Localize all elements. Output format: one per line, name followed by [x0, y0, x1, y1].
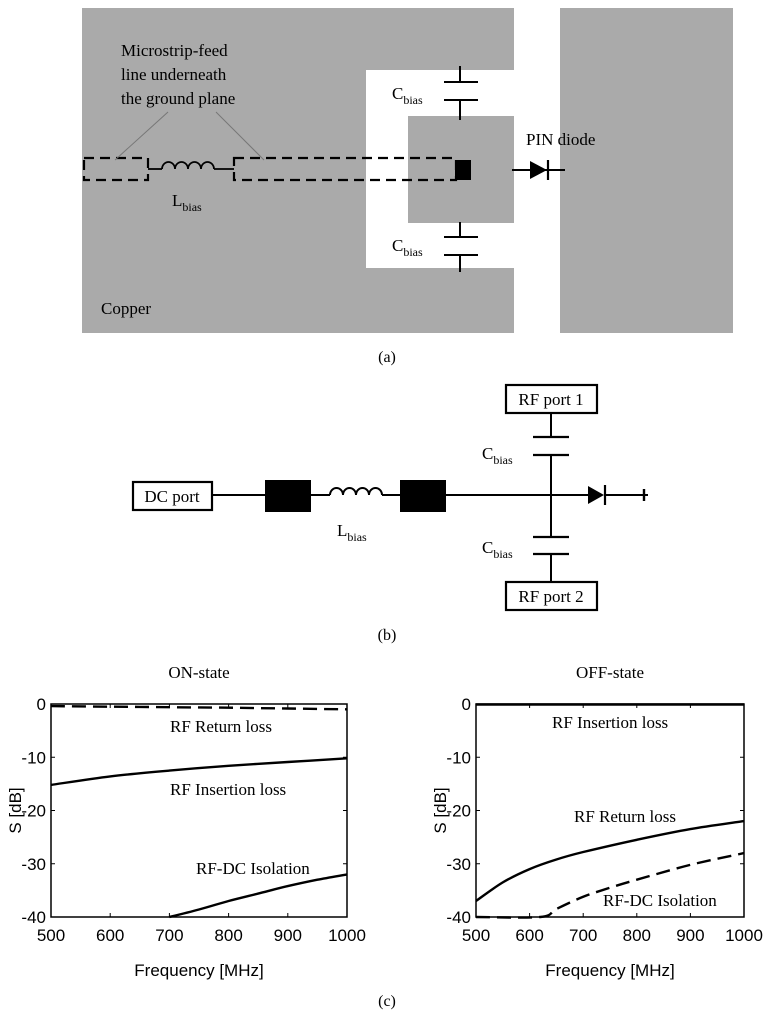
rf-port2-label: RF port 2 — [518, 587, 583, 606]
y-tick-label: -30 — [446, 855, 471, 874]
x-tick-label: 1000 — [725, 926, 763, 945]
dc-port-box — [131, 480, 214, 512]
y-tick-label: -20 — [446, 802, 471, 821]
circuit-diagram: DC port RF port 1 RF port 2 Cbias Cbias … — [131, 383, 648, 644]
chart-off-state: OFF-state 500 600 700 800 900 1000 0 -10 -20 -30 -4… — [431, 663, 763, 980]
chart-title: ON-state — [168, 663, 229, 682]
series-label: RF Return loss — [170, 717, 272, 736]
y-axis-label: S [dB] — [6, 787, 25, 833]
pin-diode-symbol — [512, 160, 565, 180]
rf-port1-label: RF port 1 — [518, 390, 583, 409]
series-line-rf-insertion-loss — [50, 757, 348, 787]
pin-diode-circuit — [588, 485, 646, 505]
y-tick-label: -20 — [21, 802, 46, 821]
chart-title: OFF-state — [576, 663, 644, 682]
pin-diode-label: PIN diode — [526, 130, 595, 149]
series-label: RF Return loss — [574, 807, 676, 826]
c-bias-label-top: Cbias — [392, 84, 423, 107]
y-tick-label: 0 — [37, 695, 46, 714]
filter-block-left — [265, 480, 311, 512]
series-line-rf-return-loss — [50, 704, 348, 711]
c-bias-label-circuit-bottom: Cbias — [482, 538, 513, 561]
x-tick-label: 700 — [155, 926, 183, 945]
x-axis-label: Frequency [MHz] — [134, 961, 263, 980]
rf-port1-box — [504, 383, 599, 415]
l-bias-label-circuit: Lbias — [337, 521, 367, 544]
x-tick-label: 1000 — [328, 926, 366, 945]
x-tick-label: 800 — [214, 926, 242, 945]
feed-line-annotation: Microstrip-feed line underneath the grou… — [121, 41, 235, 108]
caption-c: (c) — [378, 993, 396, 1010]
y-tick-label: -40 — [446, 908, 471, 927]
c-bias-label-circuit-top: Cbias — [482, 444, 513, 467]
capacitor-c-bias-bottom-circuit — [533, 535, 569, 556]
dc-port-label: DC port — [144, 487, 200, 506]
x-tick-label: 600 — [96, 926, 124, 945]
annotation-pointer-left — [114, 111, 169, 161]
x-tick-label: 500 — [462, 926, 490, 945]
y-tick-label: -10 — [21, 748, 46, 767]
capacitor-c-bias-top-circuit — [533, 435, 569, 457]
series-label: RF Insertion loss — [170, 780, 286, 799]
series-label: RF-DC Isolation — [196, 859, 310, 878]
y-axis-label: S [dB] — [431, 787, 450, 833]
annotation-pointer-right — [215, 111, 265, 161]
layout-diagram: Microstrip-feed line underneath the grou… — [82, 8, 733, 366]
caption-a: (a) — [378, 349, 396, 366]
series-line-rf-dc-isolation — [169, 873, 348, 919]
x-tick-label: 700 — [569, 926, 597, 945]
series-line-rf-return-loss — [475, 819, 745, 902]
y-tick-label: -30 — [21, 855, 46, 874]
chart-on-state: ON-state 500 600 700 800 900 1000 0 -10 -20 -30 -40… — [6, 663, 366, 980]
caption-b: (b) — [378, 627, 397, 644]
x-tick-label: 900 — [676, 926, 704, 945]
x-tick-label: 900 — [274, 926, 302, 945]
copper-ground-plane-right — [560, 8, 733, 333]
capacitor-c-bias-bottom — [444, 222, 478, 272]
copper-ground-plane-left — [82, 8, 514, 333]
x-axis-label: Frequency [MHz] — [545, 961, 674, 980]
series-label: RF Insertion loss — [552, 713, 668, 732]
via-pad — [455, 160, 471, 180]
l-bias-label: Lbias — [172, 191, 202, 214]
filter-block-right — [400, 480, 446, 512]
series-label: RF-DC Isolation — [603, 891, 717, 910]
x-tick-label: 800 — [623, 926, 651, 945]
inductor-l-bias-circuit — [329, 487, 383, 496]
y-tick-label: 0 — [462, 695, 471, 714]
capacitor-c-bias-top — [444, 66, 478, 120]
x-tick-label: 500 — [37, 926, 65, 945]
c-bias-label-bottom: Cbias — [392, 236, 423, 259]
x-tick-label: 600 — [515, 926, 543, 945]
copper-label: Copper — [101, 299, 151, 318]
inductor-l-bias — [148, 161, 234, 170]
y-tick-label: -40 — [21, 908, 46, 927]
rf-port2-box — [504, 580, 599, 612]
y-tick-label: -10 — [446, 748, 471, 767]
